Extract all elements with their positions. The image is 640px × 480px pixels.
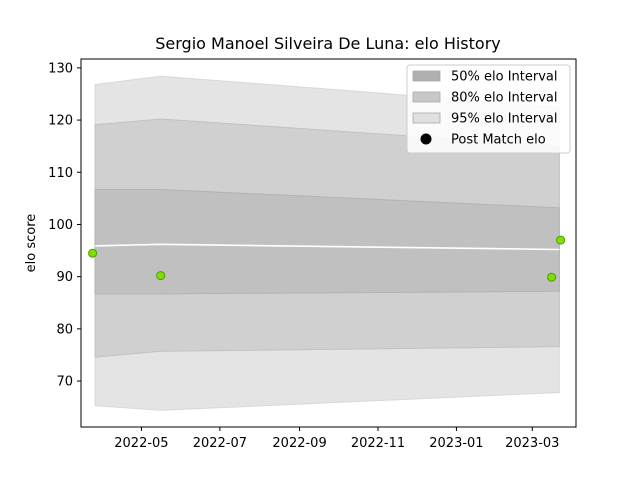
x-tick-label-2: 2022-07 (193, 436, 247, 451)
legend-label-1: 50% elo Interval (451, 70, 558, 85)
x-tick-label-5: 2023-01 (429, 436, 483, 451)
legend-label-4: Post Match elo (451, 133, 546, 148)
y-tick-label-3: 90 (56, 270, 73, 285)
y-tick-label-7: 130 (48, 61, 73, 76)
mean-line (95, 243, 560, 251)
x-tick-label-1: 2022-05 (114, 436, 168, 451)
legend-swatch-2 (412, 91, 441, 103)
x-tick-label-6: 2023-03 (505, 436, 559, 451)
legend-swatch-3 (412, 112, 441, 124)
y-tick-label-5: 110 (48, 166, 73, 181)
y-axis-label: elo score (24, 214, 39, 273)
axis-ticks: 2022-05 2022-07 2022-09 2022-11 2023-01 2023-… (48, 61, 559, 451)
legend-box (406, 64, 571, 154)
y-tick-label-4: 100 (48, 218, 73, 233)
y-tick-label-2: 80 (56, 322, 73, 337)
post-match-point-1 (88, 248, 98, 258)
x-tick-label-4: 2022-11 (351, 436, 405, 451)
band-3 (94, 189, 560, 295)
post-match-point-2 (156, 271, 166, 281)
legend-swatch-1 (412, 70, 441, 82)
y-tick-label-6: 120 (48, 114, 73, 129)
x-tick-label-3: 2022-09 (272, 436, 326, 451)
legend-swatch-4 (420, 133, 432, 145)
legend-label-3: 95% elo Interval (451, 112, 558, 127)
y-tick-label-1: 70 (56, 375, 73, 390)
post-match-point-3 (547, 272, 557, 282)
legend-label-2: 80% elo Interval (451, 91, 558, 106)
chart-title: Sergio Manoel Silveira De Luna: elo Hist… (155, 34, 501, 53)
axes-frame (80, 58, 577, 428)
post-match-point-4 (556, 235, 566, 245)
plot-area (80, 58, 577, 428)
legend: 50% elo Interval 80% elo Interval 95% elo … (406, 64, 571, 154)
